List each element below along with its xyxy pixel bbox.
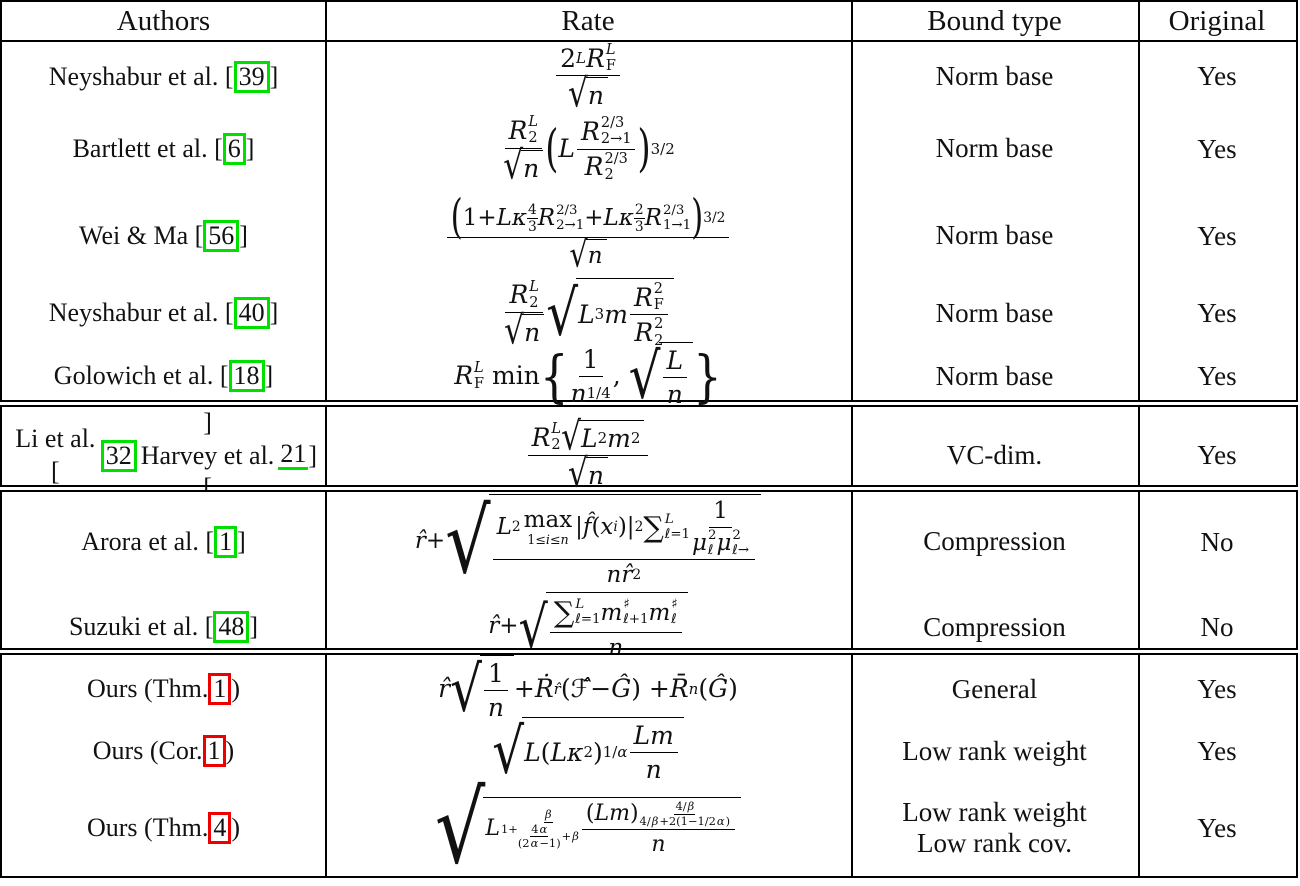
author-cell: Wei & Ma [56] <box>79 220 248 252</box>
bound-type-cell: VC-dim. <box>946 440 1043 471</box>
original-cell: Yes <box>1197 297 1237 328</box>
original-cell: Yes <box>1197 812 1237 843</box>
bound-type-cell: Norm base <box>935 297 1054 328</box>
column-divider <box>851 407 853 485</box>
bound-type-cell: Norm base <box>935 220 1054 251</box>
rate-cell: √ L 1+ β 4 α (2 α −1) + β(Lm) 4/β 4/β +2(1−1/2 α) n <box>325 778 851 877</box>
table-row: Ours (Thm. 4) √ L 1+ β 4 α (2 α −1) + β(Lm) 4/β 4/β +… <box>2 778 1296 877</box>
column-divider <box>851 492 853 648</box>
table-row: Ours (Thm. 1) r̂ √ 1 n + Ṙ r̂(ℱ̂ − Ĝ) + R̄ n… <box>2 655 1296 722</box>
column-header-authors: Authors <box>116 4 211 37</box>
column-divider <box>325 407 327 485</box>
column-divider <box>1138 2 1140 40</box>
bound-type-cell: General <box>951 673 1038 704</box>
table-section-norm-base: Neyshabur et al. [39] 2 L R L F √ n Norm base … <box>0 42 1298 409</box>
rate-cell: 2 L R L F √ n <box>325 42 851 114</box>
table-section-ours: Ours (Thm. 1) r̂ √ 1 n + Ṙ r̂(ℱ̂ − Ĝ) + R̄ n… <box>0 653 1298 878</box>
bound-type-cell: Low rank weight <box>902 735 1087 766</box>
column-header-bound-type: Bound type <box>927 4 1062 37</box>
author-cell: Ours (Thm. 1) <box>87 673 240 706</box>
citation-ref[interactable]: 4 <box>208 812 232 844</box>
rate-cell: R L 2 √ L 2 m 2 √ n <box>325 407 851 505</box>
original-cell: Yes <box>1197 673 1237 704</box>
citation-ref[interactable]: 6 <box>222 133 246 165</box>
bound-type-cell: Compression <box>923 611 1066 642</box>
author-cell: Neyshabur et al. [40] <box>48 297 279 330</box>
author-cell: Ours (Cor. 1) <box>92 735 235 768</box>
original-cell: Yes <box>1197 360 1237 391</box>
column-divider <box>325 42 327 400</box>
author-cell: Neyshabur et al. [39] <box>48 60 279 93</box>
citation-ref[interactable]: 39 <box>233 60 270 93</box>
rate-cell: √ L(Lκ 2) 1/α Lm n <box>325 717 851 786</box>
table-row: Arora et al. [1] r̂ + √ L 2 max 1≤i≤n | f̂(x i)… <box>2 492 1296 592</box>
column-header-rate: Rate <box>561 4 615 37</box>
author-cell: Li et al. [32] Harvey et al. [21] <box>15 408 317 502</box>
column-divider <box>1138 407 1140 485</box>
citation-ref[interactable]: 1 <box>214 526 238 558</box>
table-row: Ours (Cor. 1) √ L(Lκ 2) 1/α Lm n Low rank wei… <box>2 717 1296 784</box>
table-section-compression: Arora et al. [1] r̂ + √ L 2 max 1≤i≤n | f̂(x i)… <box>0 490 1298 661</box>
column-divider <box>325 655 327 876</box>
original-cell: Yes <box>1197 133 1237 164</box>
table-row: Li et al. [32] Harvey et al. [21] R L 2 √ L 2 m… <box>2 407 1296 502</box>
original-cell: Yes <box>1197 735 1237 766</box>
author-cell: Ours (Thm. 4) <box>87 812 240 844</box>
author-cell: Golowich et al. [18] <box>53 360 274 393</box>
rate-cell: r̂ √ 1 n + Ṙ r̂(ℱ̂ − Ĝ) + R̄ n(Ĝ) <box>438 653 738 726</box>
column-divider <box>1138 492 1140 648</box>
original-cell: Yes <box>1197 220 1237 251</box>
citation-ref[interactable]: 32 <box>100 439 137 472</box>
bound-type-cell: Norm base <box>935 360 1054 391</box>
column-divider <box>325 2 327 40</box>
original-cell: No <box>1200 526 1234 557</box>
citation-ref[interactable]: 1 <box>202 735 226 768</box>
rate-cell: (1+ Lκ 4 3 R 2/3 2→1 + Lκ 2 3 R 2/3 1→1) 3/2 √ n <box>325 194 851 278</box>
column-divider <box>851 2 853 40</box>
table-section-vc-dim: Li et al. [32] Harvey et al. [21] R L 2 √ L 2 m… <box>0 405 1298 502</box>
table-row: Neyshabur et al. [40] R L 2 √ n √ L 3 m R 2 F R 2 2 No… <box>2 278 1296 350</box>
original-cell: No <box>1200 611 1234 642</box>
table-row: Neyshabur et al. [39] 2 L R L F √ n Norm base … <box>2 42 1296 114</box>
column-divider <box>1138 655 1140 876</box>
bound-type-cell: Norm base <box>935 133 1054 164</box>
rate-cell: R L 2 √ n √ L 3 m R 2 F R 2 2 <box>325 278 851 350</box>
bound-type-cell: Low rank weight Low rank cov. <box>902 796 1087 858</box>
citation-ref[interactable]: 18 <box>228 360 265 393</box>
rate-cell: R L 2 √ n(L R 2/3 2→1 R 2/3 2) 3/2 <box>503 114 675 189</box>
citation-ref[interactable]: 21 <box>278 439 309 471</box>
original-cell: Yes <box>1197 61 1237 92</box>
citation-ref[interactable]: 40 <box>233 297 270 330</box>
author-cell: Bartlett et al. [6] <box>72 133 255 165</box>
table-row: Wei & Ma [56] (1+ Lκ 4 3 R 2/3 2→1 + Lκ 2 3 R 2/3 1→1… <box>2 194 1296 278</box>
original-cell: Yes <box>1197 440 1237 471</box>
citation-ref[interactable]: 48 <box>213 611 250 644</box>
bound-type-cell: Norm base <box>935 61 1054 92</box>
author-cell: Suzuki et al. [48] <box>68 611 259 644</box>
table-header-row: Authors Rate Bound type Original <box>0 0 1298 42</box>
column-divider <box>851 42 853 400</box>
author-cell: Arora et al. [1] <box>81 526 246 558</box>
column-divider <box>1138 42 1140 400</box>
column-divider <box>851 655 853 876</box>
column-divider <box>325 492 327 648</box>
column-header-original: Original <box>1168 4 1266 37</box>
bound-type-cell: Compression <box>923 526 1066 557</box>
citation-ref[interactable]: 1 <box>208 673 232 706</box>
table-row: Bartlett et al. [6] R L 2 √ n(L R 2/3 2→1 R 2/3 2)… <box>2 104 1296 194</box>
citation-ref[interactable]: 56 <box>203 220 240 252</box>
